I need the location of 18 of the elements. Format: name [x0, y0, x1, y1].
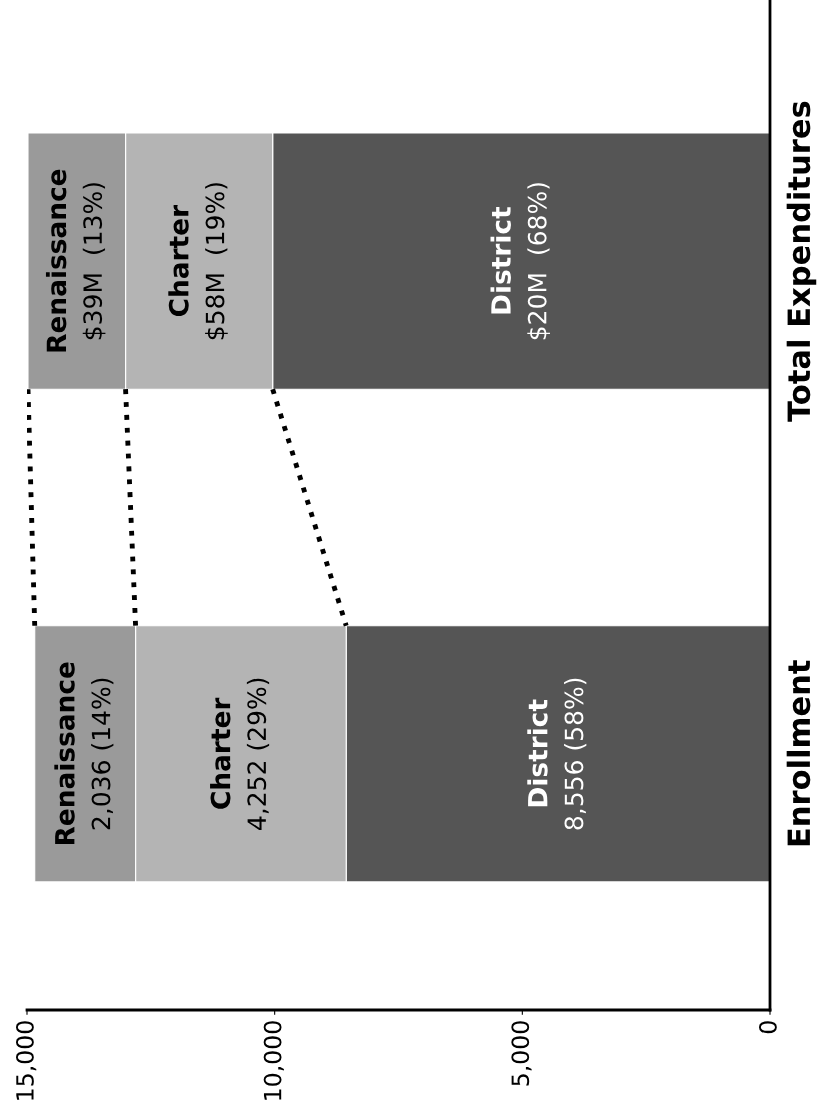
data-label: 4,252 (29%): [246, 678, 270, 830]
x-tick-label: 0: [758, 1021, 777, 1034]
annotation: $58M (19%): [205, 183, 228, 340]
text: Charter: [210, 697, 231, 809]
x-tick-label: 15,000: [15, 1021, 37, 1100]
y-tick-label: Total Expenditures: [786, 101, 817, 422]
x-tick-label: 10,000: [263, 1021, 284, 1100]
y-tick-label: Enrollment: [786, 660, 811, 846]
text: Renaissance: [54, 662, 75, 845]
series-label: Charter: [168, 204, 189, 317]
data-label: 2,036 (14%): [91, 678, 114, 830]
annotation: $20M (68%): [527, 183, 550, 340]
data-label: 8,556 (58%): [564, 678, 587, 830]
annotation: $39M (13%): [82, 183, 106, 340]
x-tick-label: 5,000: [511, 1021, 532, 1086]
series-label: Renaissance: [45, 169, 67, 352]
text: District: [490, 206, 511, 314]
series-label: District: [527, 699, 548, 807]
